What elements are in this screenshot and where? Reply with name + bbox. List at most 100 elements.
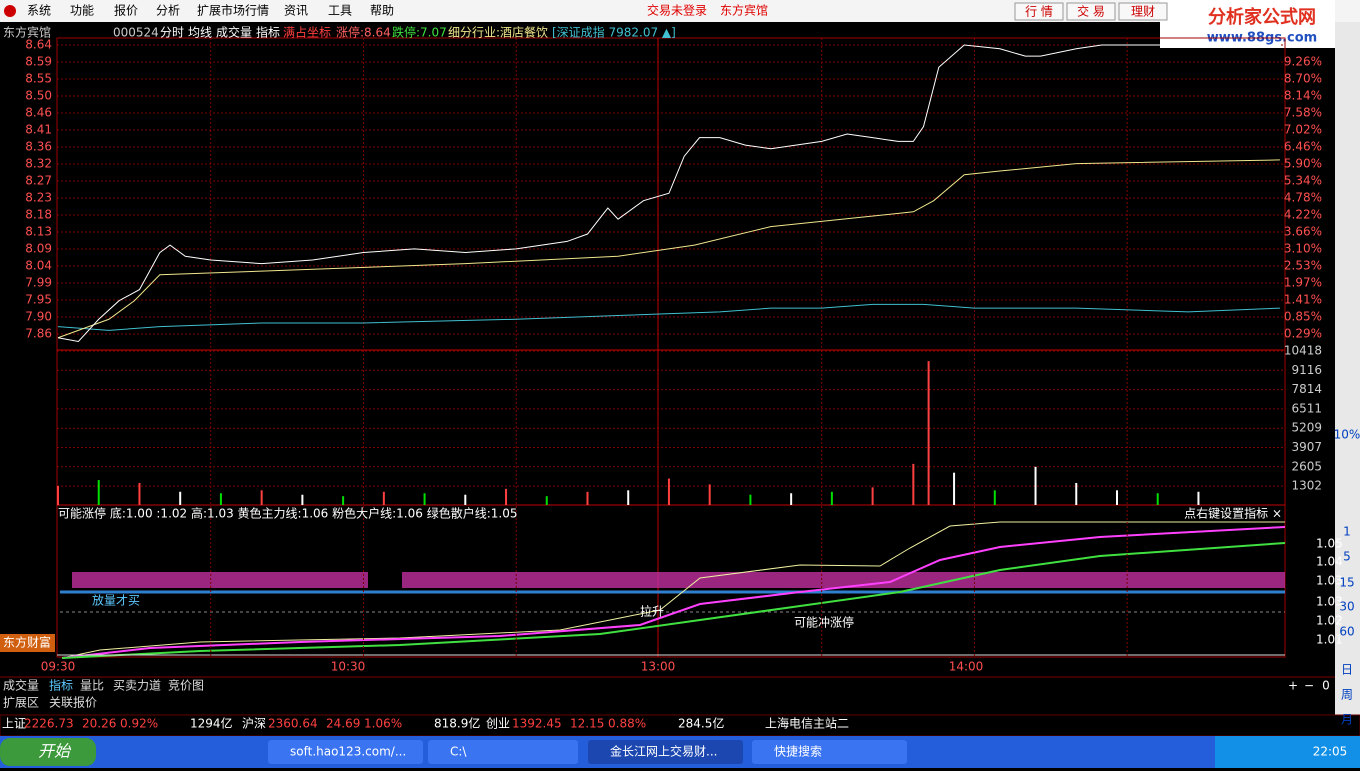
menu-item[interactable]: 资讯: [284, 4, 308, 18]
zoom-button[interactable]: 0: [1322, 679, 1330, 693]
status-item: 284.5亿: [678, 716, 724, 731]
signal-band: [72, 572, 368, 588]
indicator-label: 1.02: [1316, 614, 1343, 628]
industry: 细分行业:酒店餐饮: [448, 25, 548, 40]
chart-frame: [56, 37, 1286, 658]
task-label[interactable]: soft.hao123.com/...: [290, 745, 406, 759]
status-item: 沪深: [242, 717, 266, 731]
menu-item[interactable]: 报价: [114, 3, 138, 18]
limit-up: 涨停:8.64: [336, 25, 391, 40]
tab[interactable]: 扩展区: [3, 696, 39, 710]
task-window[interactable]: [752, 740, 907, 764]
tab[interactable]: 成交量: [3, 678, 39, 693]
start-label[interactable]: 开始: [38, 742, 72, 761]
info-tab[interactable]: 均线: [188, 26, 212, 40]
average-line: [57, 159, 1280, 339]
tab[interactable]: 买卖力道: [113, 679, 161, 693]
toolbar-label[interactable]: 30: [1339, 600, 1354, 614]
tab[interactable]: 量比: [80, 679, 104, 693]
price-label: 8.50: [25, 89, 52, 103]
pct-label: 8.14%: [1284, 89, 1322, 103]
toolbar-label[interactable]: 日: [1341, 663, 1353, 677]
menu-item[interactable]: 工具: [328, 4, 352, 18]
status-item: 12.15: [570, 717, 604, 731]
stock-name: 东方宾馆: [720, 3, 768, 18]
price-label: 8.18: [25, 208, 52, 222]
index-quote: [深证成指 7982.07 ▲]: [552, 25, 676, 40]
toolbar-label[interactable]: 周: [1341, 688, 1353, 702]
toolbar-label[interactable]: 月: [1341, 713, 1353, 727]
indicator-label: 1.03: [1316, 595, 1343, 609]
app-icon: [4, 5, 16, 17]
menu-item[interactable]: 系统: [27, 4, 51, 18]
button[interactable]: [1118, 2, 1168, 21]
task-label[interactable]: C:\: [450, 745, 467, 759]
info-tab[interactable]: 成交量: [216, 25, 252, 40]
price-label: 7.95: [25, 293, 52, 307]
price-label: 8.27: [25, 174, 52, 188]
green-line: [61, 542, 1286, 659]
toolbar-label[interactable]: 1: [1343, 525, 1351, 539]
pct-label: 5.90%: [1284, 157, 1322, 171]
pct-label: 4.22%: [1284, 208, 1322, 222]
indicator-title: 可能涨停 底:1.00 :1.02 高:1.03 黄色主力线:1.06 粉色大户…: [58, 506, 517, 521]
indicator-label: 1.03: [1316, 574, 1343, 588]
price-label: 8.09: [25, 242, 52, 256]
button[interactable]: [1014, 2, 1064, 21]
info-tab[interactable]: 指标: [256, 25, 280, 40]
task-label[interactable]: 金长江网上交易财...: [610, 744, 717, 759]
pct-label: 8.70%: [1284, 72, 1322, 86]
stock-name: 东方宾馆: [3, 25, 51, 40]
status-item: 0.92%: [120, 717, 158, 731]
price-label: 8.46: [25, 106, 52, 120]
task-window[interactable]: [588, 740, 743, 764]
tab[interactable]: 指标: [49, 678, 73, 693]
price-label: 8.64: [25, 38, 52, 52]
volume-label: 2605: [1291, 459, 1322, 473]
menu-item[interactable]: 分析: [156, 4, 180, 18]
pct-label: 0.85%: [1284, 310, 1322, 324]
toolbar-label[interactable]: 5: [1343, 550, 1351, 564]
coord-mode: 满占坐标: [283, 25, 331, 40]
pct-label: 7.58%: [1284, 106, 1322, 120]
side-label: 东方财富: [3, 635, 51, 650]
toolbar-label[interactable]: 15: [1339, 576, 1354, 590]
pct-label: 5.34%: [1284, 174, 1322, 188]
status-item: 0.88%: [608, 717, 646, 731]
pink-line: [61, 526, 1286, 659]
toolbar-label[interactable]: 10%: [1334, 428, 1360, 442]
pct-label: 3.10%: [1284, 242, 1322, 256]
pct-label: 7.02%: [1284, 123, 1322, 137]
button-label[interactable]: 行 情: [1025, 5, 1053, 19]
pct-label: 1.97%: [1284, 276, 1322, 290]
button-label[interactable]: 理财: [1131, 5, 1155, 19]
menu-item[interactable]: 功能: [70, 4, 94, 18]
price-label: 8.13: [25, 225, 52, 239]
button[interactable]: [1066, 2, 1116, 21]
start-button[interactable]: [0, 738, 96, 766]
price-label: 8.04: [25, 259, 52, 273]
menu-item[interactable]: 扩展市场行情: [197, 3, 269, 18]
login-status: 交易未登录: [647, 3, 707, 18]
price-label: 7.99: [25, 276, 52, 290]
zoom-button[interactable]: −: [1304, 679, 1314, 693]
tab[interactable]: 竞价图: [168, 679, 204, 693]
indicator-hint[interactable]: 点右键设置指标 ×: [1184, 506, 1282, 521]
price-label: 8.32: [25, 157, 52, 171]
time-label: 14:00: [949, 660, 984, 674]
task-label[interactable]: 快捷搜索: [774, 744, 822, 759]
task-window[interactable]: [428, 740, 578, 764]
menu-item[interactable]: 帮助: [370, 4, 394, 18]
server-name: 上海电信主站二: [765, 716, 849, 731]
button-label[interactable]: 交 易: [1077, 4, 1105, 19]
zoom-button[interactable]: +: [1288, 679, 1298, 693]
task-window[interactable]: [268, 740, 423, 764]
volume-label: 1302: [1291, 479, 1322, 493]
toolbar-label[interactable]: 60: [1339, 625, 1354, 639]
price-label: 7.86: [25, 327, 52, 341]
pct-label: 0.29%: [1284, 327, 1322, 341]
volume-label: 7814: [1291, 382, 1322, 396]
tab[interactable]: 关联报价: [49, 695, 97, 710]
status-item: 818.9亿: [434, 716, 480, 731]
info-tab[interactable]: 分时: [160, 26, 184, 40]
